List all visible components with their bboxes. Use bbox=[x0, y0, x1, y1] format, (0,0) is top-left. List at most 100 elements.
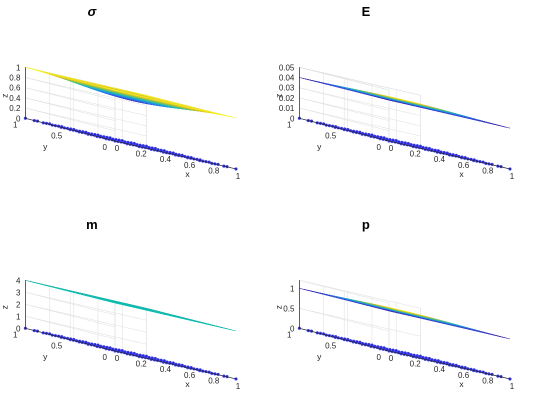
x-axis-label: x bbox=[185, 379, 190, 389]
y-tick-label: 0 bbox=[103, 143, 108, 152]
node-point bbox=[108, 136, 112, 140]
y-axis-line bbox=[25, 327, 116, 352]
z-tick-label: 0.03 bbox=[279, 84, 295, 93]
x-tick-label: 0.4 bbox=[434, 365, 446, 374]
node-point bbox=[394, 349, 398, 353]
node-point bbox=[141, 354, 145, 358]
x-tick-label: 0.8 bbox=[482, 376, 494, 385]
axis-labels: x y z bbox=[0, 305, 190, 389]
z-tick-label: 0.01 bbox=[279, 104, 295, 113]
y-tick-label: 0.5 bbox=[51, 132, 63, 141]
z-tick-label: 0.2 bbox=[9, 104, 21, 113]
z-tick-label: 0 bbox=[16, 324, 21, 333]
node-point bbox=[132, 141, 136, 146]
x-tick-label: 0.8 bbox=[482, 166, 494, 175]
node-point bbox=[403, 141, 407, 145]
y-tick-label: 0 bbox=[377, 143, 382, 152]
y-tick-label: 0 bbox=[377, 353, 382, 362]
z-tick-label: 0.05 bbox=[279, 63, 295, 72]
x-tick-label: 0.2 bbox=[136, 360, 148, 369]
x-axis-line bbox=[388, 350, 511, 380]
back-wall-x bbox=[299, 279, 421, 357]
x-tick-label: 1 bbox=[236, 172, 241, 181]
z-tick-label: 3 bbox=[16, 288, 21, 297]
x-tick-label: 0 bbox=[115, 354, 120, 363]
node-point bbox=[427, 146, 432, 151]
panel-title: p bbox=[362, 217, 370, 232]
y-gridline bbox=[114, 90, 237, 170]
node-point bbox=[427, 356, 432, 361]
node-point bbox=[117, 348, 121, 352]
node-point bbox=[120, 349, 124, 353]
x-axis-line bbox=[388, 140, 511, 170]
y-tick-label: 1 bbox=[287, 330, 292, 339]
x-tick-label: 0 bbox=[389, 354, 394, 363]
y-tick-label: 0.5 bbox=[51, 342, 63, 351]
x-tick-label: 0.2 bbox=[410, 360, 422, 369]
node-markers bbox=[297, 116, 512, 171]
axes bbox=[299, 67, 511, 170]
z-tick-label: 0 bbox=[290, 324, 295, 333]
axes-grid bbox=[25, 279, 237, 380]
x-axis-label: x bbox=[185, 169, 190, 179]
z-axis-label: z bbox=[0, 305, 9, 309]
x-tick-label: 0.4 bbox=[160, 365, 172, 374]
node-point bbox=[153, 356, 158, 361]
z-gridline bbox=[25, 316, 147, 345]
node-point bbox=[406, 141, 410, 146]
axis-labels: x y z bbox=[273, 305, 464, 389]
x-tick-label: 0.8 bbox=[208, 376, 220, 385]
z-tick-label: 0.4 bbox=[9, 94, 21, 103]
node-point bbox=[144, 354, 149, 358]
x-axis-label: x bbox=[459, 169, 464, 179]
node-point bbox=[153, 146, 158, 151]
y-axis-label: y bbox=[317, 142, 322, 152]
z-tick-label: 0.02 bbox=[279, 94, 295, 103]
surface-patch bbox=[501, 125, 511, 129]
z-tick-label: 0.6 bbox=[9, 84, 21, 93]
surface bbox=[25, 67, 237, 119]
node-point bbox=[415, 144, 419, 148]
node-point bbox=[117, 138, 121, 142]
panel-title: E bbox=[362, 4, 371, 19]
x-axis-label: x bbox=[459, 379, 464, 389]
node-point bbox=[403, 351, 407, 355]
node-point bbox=[406, 351, 410, 356]
surface-patch bbox=[227, 328, 237, 332]
x-tick-label: 0.2 bbox=[136, 150, 148, 159]
node-point bbox=[394, 139, 398, 143]
y-axis-label: y bbox=[317, 352, 322, 362]
y-axis-line bbox=[25, 117, 116, 142]
node-point bbox=[418, 144, 423, 148]
y-axis-line bbox=[299, 117, 390, 142]
y-tick-label: 0 bbox=[103, 353, 108, 362]
node-point bbox=[120, 139, 124, 143]
axes bbox=[25, 67, 237, 170]
z-axis-label: z bbox=[273, 305, 283, 309]
y-axis-line bbox=[299, 327, 390, 352]
axes-grid bbox=[25, 66, 237, 170]
z-axis-label: z bbox=[273, 94, 283, 98]
axes-grid bbox=[299, 279, 511, 380]
y-tick-label: 0.5 bbox=[325, 132, 337, 141]
node-markers bbox=[23, 326, 238, 381]
x-tick-label: 0.2 bbox=[410, 150, 422, 159]
node-markers bbox=[23, 116, 238, 171]
axes bbox=[299, 280, 511, 380]
node-markers bbox=[297, 326, 512, 381]
y-gridline bbox=[299, 280, 421, 357]
node-point bbox=[108, 346, 112, 350]
x-tick-label: 0.4 bbox=[160, 155, 172, 164]
node-point bbox=[382, 346, 386, 350]
z-tick-label: 0.5 bbox=[283, 304, 295, 313]
surface-patch bbox=[501, 336, 511, 340]
x-axis-line bbox=[114, 350, 237, 380]
y-gridline bbox=[69, 291, 192, 368]
